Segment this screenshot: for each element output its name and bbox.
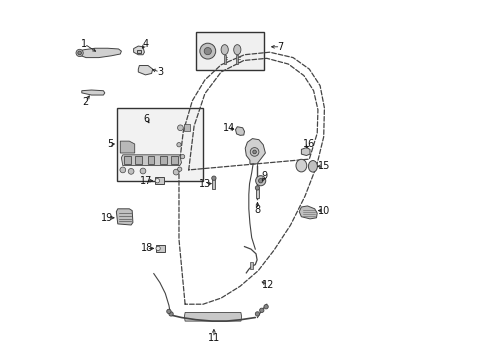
Bar (255, 189, 259, 198)
Text: 10: 10 (317, 206, 329, 216)
Bar (160, 156, 166, 164)
Text: 16: 16 (302, 139, 314, 149)
Circle shape (204, 48, 211, 55)
FancyBboxPatch shape (117, 108, 203, 181)
Polygon shape (236, 55, 238, 64)
Ellipse shape (233, 45, 241, 55)
Circle shape (140, 168, 145, 174)
Circle shape (177, 143, 181, 147)
Text: 19: 19 (101, 213, 113, 223)
Text: 18: 18 (140, 243, 152, 253)
Polygon shape (184, 312, 241, 321)
Circle shape (156, 246, 160, 251)
Circle shape (200, 43, 215, 59)
Text: 3: 3 (157, 67, 163, 77)
Polygon shape (138, 66, 152, 75)
Circle shape (180, 154, 184, 159)
FancyBboxPatch shape (196, 32, 264, 70)
Polygon shape (81, 90, 104, 95)
Bar (155, 177, 164, 184)
Circle shape (255, 312, 259, 316)
Ellipse shape (221, 45, 228, 55)
Text: 6: 6 (143, 114, 149, 124)
Ellipse shape (295, 159, 306, 172)
Text: 8: 8 (254, 204, 260, 215)
Circle shape (173, 169, 179, 175)
Bar (212, 178, 215, 189)
Circle shape (259, 308, 264, 312)
Bar (171, 156, 177, 164)
Text: 13: 13 (198, 179, 211, 189)
Ellipse shape (308, 161, 317, 172)
Text: 7: 7 (277, 42, 283, 52)
Polygon shape (78, 48, 121, 58)
Bar (135, 156, 141, 164)
Text: 12: 12 (261, 280, 274, 290)
Circle shape (264, 305, 268, 309)
Bar (124, 156, 130, 164)
Circle shape (128, 168, 134, 174)
Circle shape (120, 167, 125, 173)
Text: 11: 11 (207, 333, 220, 343)
Circle shape (155, 179, 159, 183)
Polygon shape (120, 141, 134, 153)
Bar (147, 156, 154, 164)
Text: 14: 14 (222, 123, 234, 133)
Circle shape (258, 179, 263, 183)
Polygon shape (116, 209, 133, 225)
Circle shape (166, 309, 171, 314)
Bar (249, 262, 253, 269)
Circle shape (177, 167, 182, 171)
Text: 5: 5 (107, 139, 114, 149)
Polygon shape (121, 155, 181, 166)
Circle shape (78, 51, 81, 55)
Bar (156, 245, 165, 252)
Polygon shape (133, 46, 144, 55)
Polygon shape (235, 127, 244, 135)
Text: 2: 2 (82, 96, 88, 107)
Circle shape (177, 125, 183, 131)
Text: 15: 15 (317, 161, 329, 171)
Text: 9: 9 (261, 171, 267, 181)
Circle shape (168, 312, 173, 316)
Polygon shape (223, 55, 225, 64)
Text: 17: 17 (140, 176, 152, 186)
Circle shape (76, 49, 83, 57)
Polygon shape (244, 139, 265, 164)
Polygon shape (301, 148, 309, 156)
Circle shape (255, 186, 259, 190)
Bar (183, 124, 189, 131)
Polygon shape (299, 206, 317, 219)
Circle shape (255, 176, 265, 186)
Text: 4: 4 (142, 39, 148, 49)
Text: 1: 1 (81, 39, 87, 49)
Bar (137, 50, 141, 53)
Circle shape (252, 150, 256, 154)
Circle shape (250, 148, 258, 156)
Circle shape (211, 176, 216, 180)
